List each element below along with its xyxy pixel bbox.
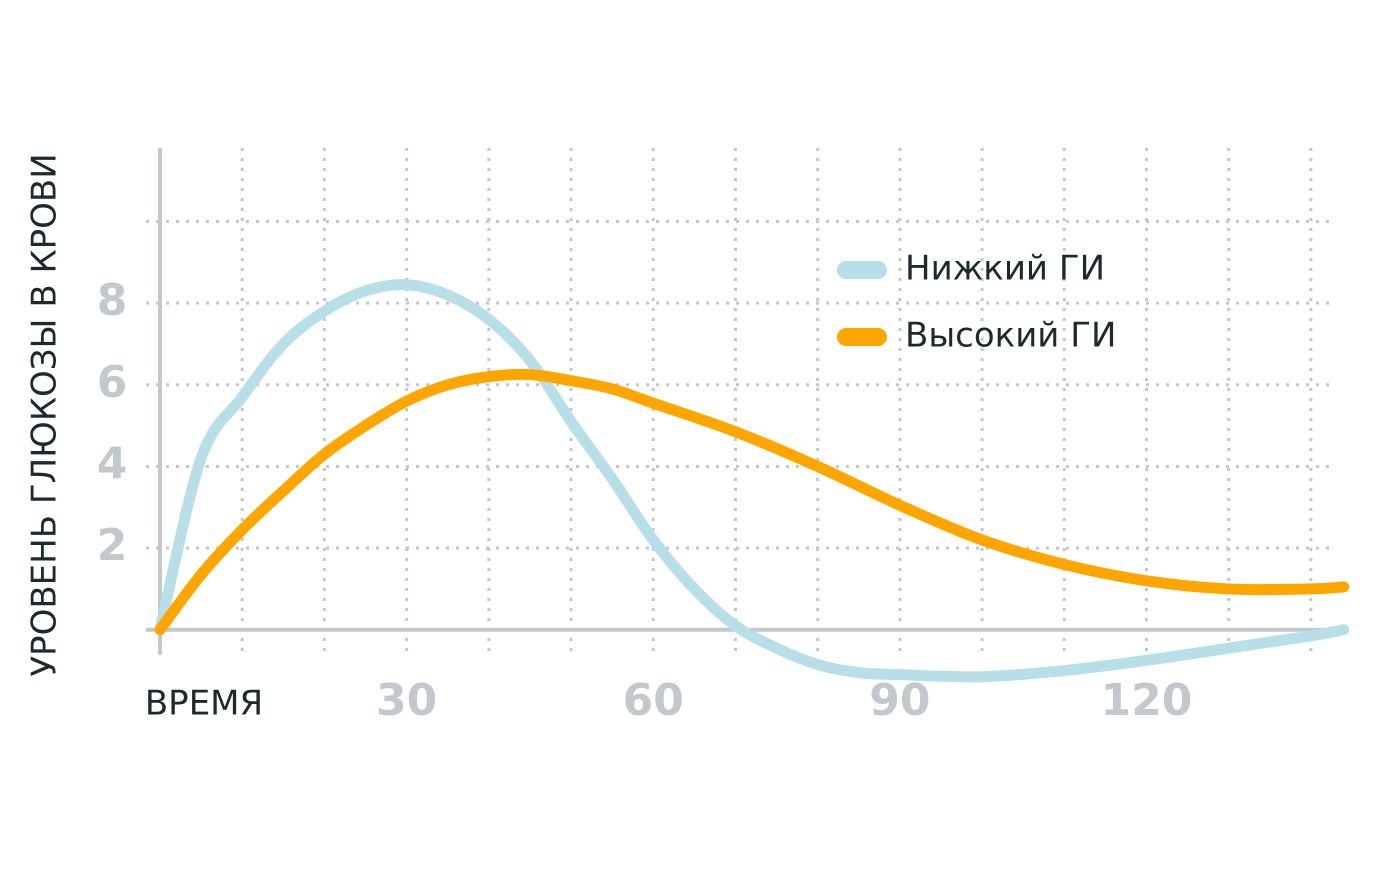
x-tick-label: 30	[376, 675, 437, 726]
x-tick-label: 60	[623, 675, 684, 726]
y-tick-label: 6	[97, 357, 128, 408]
legend-label: Высокий ГИ	[905, 316, 1116, 356]
x-axis-label: ВРЕМЯ	[145, 683, 263, 723]
y-axis-label: УРОВЕНЬ ГЛЮКОЗЫ В КРОВИ	[25, 153, 65, 676]
y-tick-label: 8	[97, 275, 128, 326]
line	[154, 279, 1350, 683]
x-tick-label: 120	[1101, 675, 1193, 726]
y-tick-label: 4	[97, 438, 128, 489]
line	[154, 368, 1350, 636]
legend-label: Нижкий ГИ	[905, 249, 1105, 289]
x-tick-label: 90	[869, 675, 930, 726]
y-tick-label: 2	[97, 520, 128, 571]
